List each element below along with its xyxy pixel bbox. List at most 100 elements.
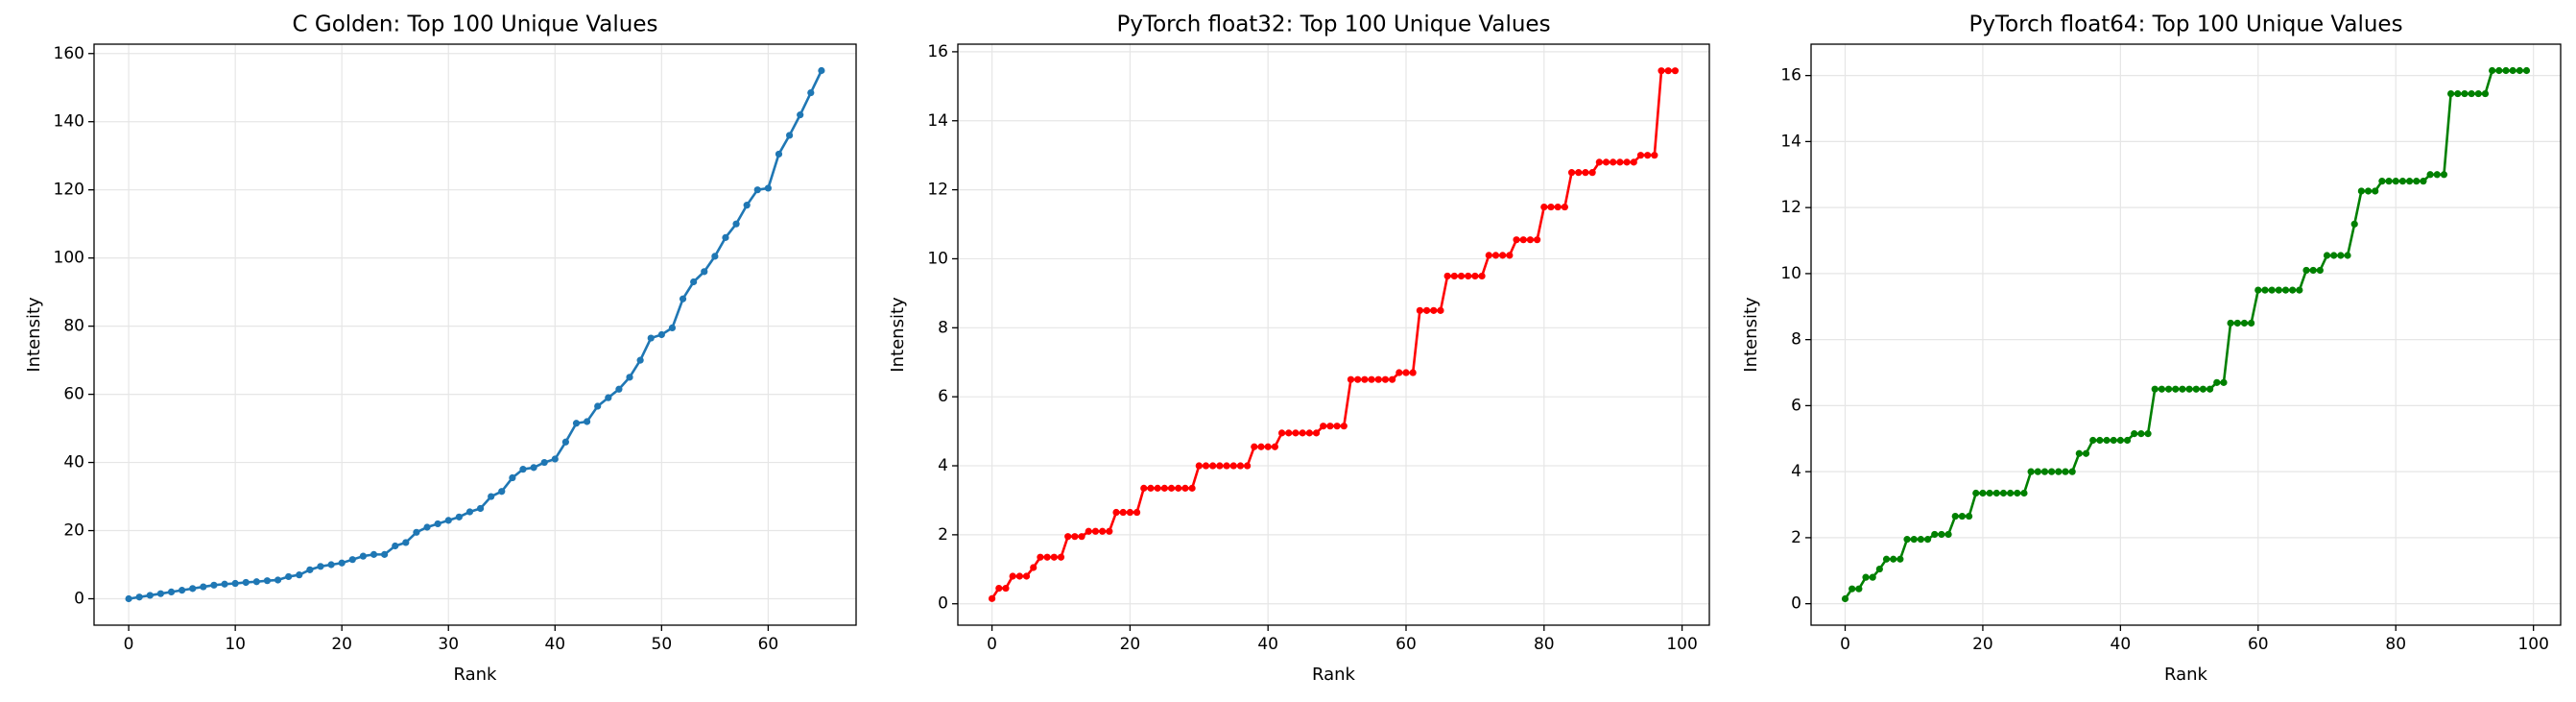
data-point: [2289, 286, 2297, 294]
data-point: [1471, 272, 1479, 280]
x-tick-label: 20: [1120, 635, 1141, 654]
data-point: [1567, 169, 1576, 177]
x-tick-label: 80: [1534, 635, 1555, 654]
y-tick-label: 6: [938, 387, 948, 406]
chart-title: PyTorch float64: Top 100 Unique Values: [1968, 12, 2402, 37]
data-point: [1958, 512, 1967, 520]
data-point: [1849, 585, 1856, 593]
data-point: [722, 233, 729, 241]
data-point: [1430, 306, 1438, 314]
data-point: [2089, 436, 2097, 445]
data-point: [444, 517, 452, 524]
y-tick-label: 14: [927, 111, 948, 131]
data-point: [1326, 423, 1334, 430]
data-point: [2261, 286, 2269, 294]
data-point: [690, 278, 698, 286]
data-point: [1112, 508, 1120, 517]
data-point: [1938, 530, 1945, 539]
data-point: [146, 592, 154, 599]
data-point: [1251, 443, 1258, 450]
y-tick-label: 10: [927, 249, 948, 268]
data-point: [1554, 203, 1562, 211]
data-point: [135, 593, 143, 601]
data-point: [797, 111, 804, 119]
data-point: [1043, 553, 1051, 561]
data-point: [1022, 572, 1031, 580]
data-point: [615, 385, 623, 393]
data-point: [2014, 489, 2021, 497]
data-point: [2281, 286, 2290, 294]
data-point: [1071, 533, 1079, 541]
data-point: [1869, 573, 1876, 581]
data-point: [668, 324, 677, 332]
data-point: [1561, 203, 1568, 211]
data-point: [519, 466, 527, 473]
data-point: [1285, 429, 1293, 437]
data-point: [1944, 530, 1952, 539]
data-point: [1160, 484, 1168, 492]
data-point: [1499, 252, 1507, 259]
data-point: [1277, 429, 1286, 437]
data-point: [210, 581, 218, 589]
data-point: [1992, 489, 2000, 497]
data-point: [167, 588, 176, 596]
data-point: [1409, 369, 1417, 376]
data-point: [1540, 203, 1548, 211]
data-point: [2007, 489, 2015, 497]
data-point: [2489, 66, 2496, 75]
data-point: [2344, 252, 2351, 259]
data-point: [1091, 527, 1100, 535]
data-point: [785, 132, 794, 139]
data-point: [2158, 385, 2165, 393]
data-point: [1236, 462, 1245, 470]
data-point: [2055, 468, 2063, 475]
data-point: [2309, 266, 2317, 275]
y-tick-label: 2: [1791, 528, 1801, 547]
data-point: [2337, 252, 2345, 259]
data-point: [2378, 178, 2386, 185]
data-point: [1195, 462, 1203, 470]
data-point: [2468, 89, 2475, 98]
data-point: [370, 550, 378, 558]
data-point: [1671, 67, 1680, 75]
data-point: [572, 420, 581, 427]
data-point: [1395, 369, 1403, 376]
data-point: [551, 455, 559, 463]
data-line: [1844, 69, 2527, 600]
data-point: [1478, 272, 1486, 280]
data-point: [2103, 436, 2111, 445]
data-point: [2096, 436, 2104, 445]
data-point: [1402, 369, 1410, 376]
x-axis-label: Rank: [1312, 665, 1356, 685]
chart-title: PyTorch float32: Top 100 Unique Values: [1116, 12, 1550, 37]
data-point: [2398, 178, 2407, 185]
data-point: [381, 550, 389, 558]
data-point: [221, 580, 228, 588]
data-point: [1002, 584, 1010, 593]
data-point: [2254, 286, 2262, 294]
data-point: [1361, 375, 1369, 383]
data-point: [1972, 489, 1980, 497]
data-point: [1526, 236, 1535, 244]
data-point: [1457, 272, 1466, 280]
data-point: [1965, 512, 1973, 520]
data-point: [1147, 484, 1155, 492]
data-point: [626, 374, 633, 381]
data-point: [1133, 508, 1141, 517]
y-tick-label: 40: [63, 453, 84, 472]
plot-frame: [93, 43, 857, 626]
y-tick-label: 14: [1780, 132, 1801, 151]
data-point: [2426, 171, 2434, 179]
x-tick-label: 40: [2111, 635, 2132, 654]
data-point: [263, 577, 272, 585]
data-point: [1368, 375, 1375, 383]
y-tick-label: 140: [54, 112, 84, 132]
y-tick-label: 60: [63, 385, 84, 404]
data-point: [1188, 484, 1196, 492]
y-tick-label: 4: [1791, 462, 1801, 481]
data-point: [1931, 530, 1939, 539]
data-point: [2461, 89, 2469, 98]
data-point: [306, 566, 314, 573]
data-point: [2240, 319, 2249, 327]
